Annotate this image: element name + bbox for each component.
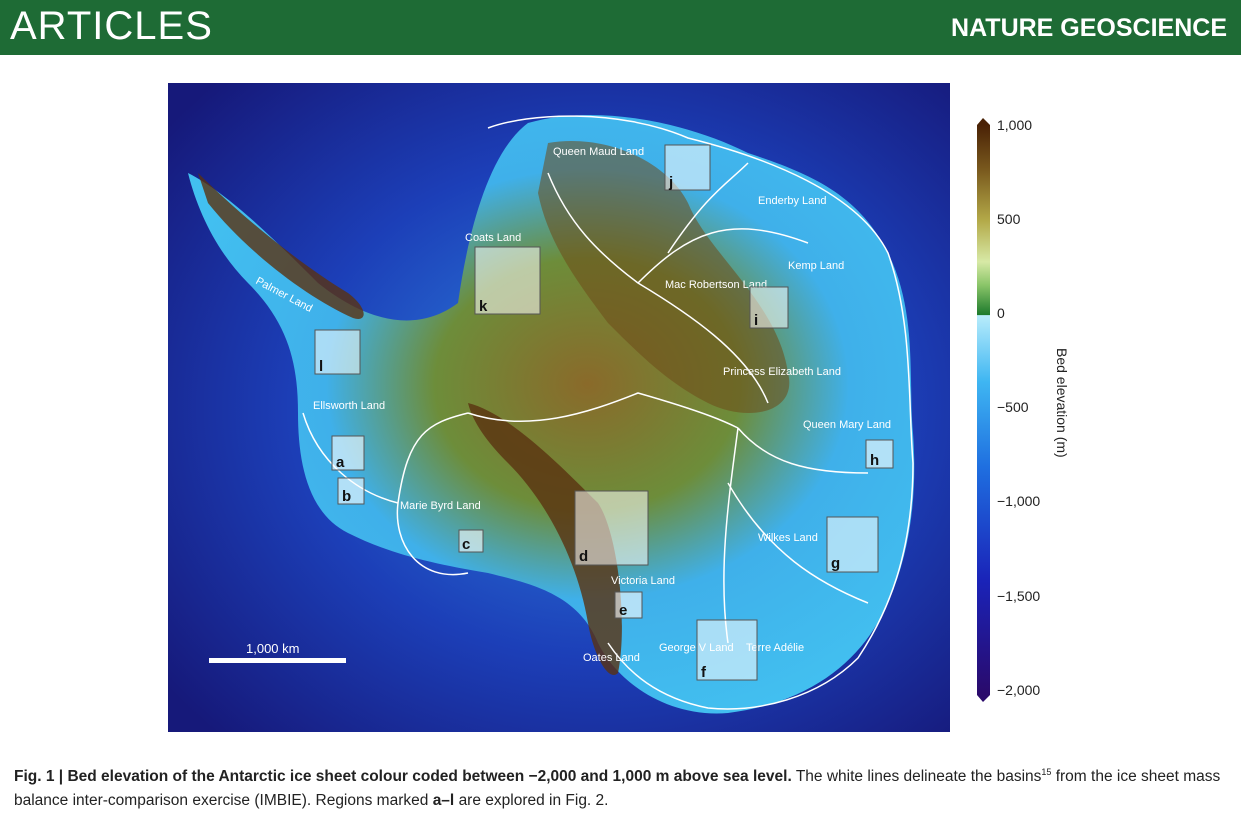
svg-text:j: j [668,174,673,191]
tick-minus-1500: −1,500 [997,588,1040,604]
svg-text:1,000 km: 1,000 km [246,641,299,656]
region-boxes: a b c d e f g h i j k l [314,144,894,681]
colorbar: 1,000 500 0 −500 −1,000 −1,500 −2,000 Be… [977,117,1070,702]
tick-0: 0 [997,305,1005,321]
region-d: d [574,490,649,566]
region-f: f [696,619,758,681]
caption-reference[interactable]: 15 [1041,767,1052,777]
caption-text-2: from the ice sheet mass balance inter-co… [14,768,1221,810]
tick-minus-1000: −1,000 [997,493,1040,509]
label-marie-byrd-land: Marie Byrd Land [400,500,481,512]
svg-text:f: f [701,664,707,681]
journal-header: ARTICLES NATURE GEOSCIENCE [0,0,1241,55]
label-wilkes-land: Wilkes Land [758,532,818,544]
region-g: g [826,516,879,573]
tick-1000: 1,000 [997,117,1032,133]
interior-highlands [538,141,790,413]
caption-region-range: a–l [432,792,455,810]
region-l: l [314,329,361,375]
svg-text:e: e [619,602,627,619]
basin-boundaries [302,115,914,710]
svg-text:l: l [319,358,323,375]
label-mac-robertson-land: Mac Robertson Land [665,279,767,291]
label-queen-mary-land: Queen Mary Land [803,419,891,431]
colorbar-label: Bed elevation (m) [1054,348,1070,458]
colorbar-max-arrow [977,118,990,125]
peninsula-mountains [198,173,364,319]
tick-minus-2000: −2,000 [997,682,1040,698]
label-oates-land: Oates Land [583,652,640,664]
region-b: b [337,477,365,505]
tick-500: 500 [997,211,1021,227]
antarctica-bed-elevation-map: Queen Maud Land Enderby Land Coats Land … [168,83,950,732]
svg-text:k: k [479,298,488,315]
label-ellsworth-land: Ellsworth Land [313,400,385,412]
label-queen-maud-land: Queen Maud Land [553,146,644,158]
region-c: c [458,529,484,553]
journal-name: NATURE GEOSCIENCE [951,14,1227,42]
svg-text:a: a [336,454,345,471]
label-coats-land: Coats Land [465,232,521,244]
colorbar-gradient [977,125,990,695]
label-enderby-land: Enderby Land [758,195,827,207]
region-j: j [664,144,711,191]
figure-caption: Fig. 1 | Bed elevation of the Antarctic … [14,760,1229,813]
region-e: e [614,591,643,619]
caption-label: Fig. 1 | [14,768,64,786]
region-h: h [865,439,894,469]
colorbar-min-arrow [977,695,990,702]
svg-text:d: d [579,548,588,565]
svg-text:h: h [870,452,879,469]
label-princess-elizabeth-land: Princess Elizabeth Land [723,366,841,378]
caption-text-1: The white lines delineate the basins [795,768,1042,786]
svg-text:b: b [342,488,351,505]
region-i: i [749,286,789,329]
caption-title: Bed elevation of the Antarctic ice sheet… [67,768,792,786]
label-kemp-land: Kemp Land [788,260,844,272]
label-victoria-land: Victoria Land [611,575,675,587]
label-terre-adelie: Terre Adélie [746,642,804,654]
section-title: ARTICLES [10,4,213,48]
svg-text:g: g [831,555,840,572]
svg-text:c: c [462,536,470,553]
caption-text-3: are explored in Fig. 2. [458,792,609,810]
svg-text:i: i [754,312,758,329]
region-k: k [474,246,541,315]
continent [188,114,915,714]
scale-bar: 1,000 km [209,641,346,663]
region-a: a [331,435,365,471]
tick-minus-500: −500 [997,399,1029,415]
